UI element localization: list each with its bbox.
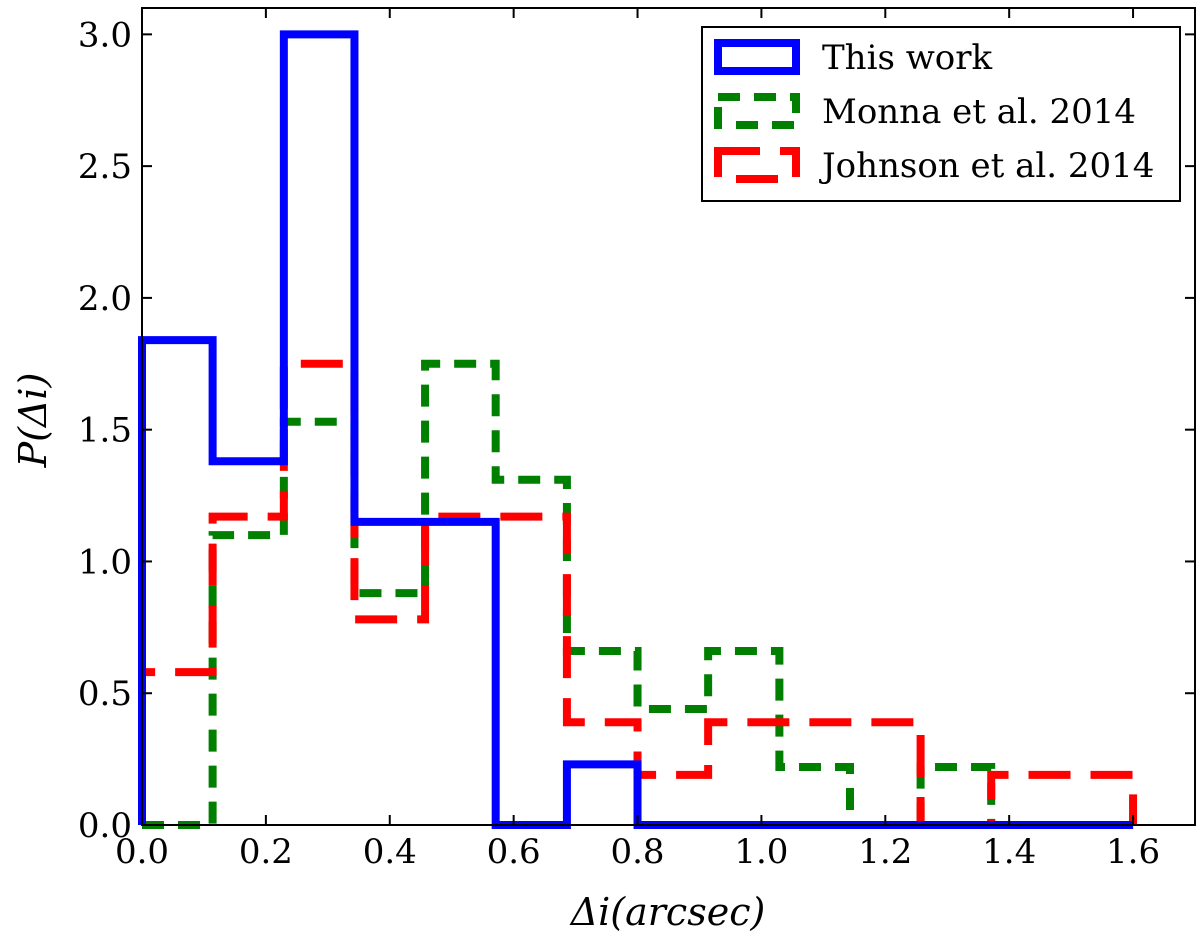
y-axis-label: P(Δi): [11, 373, 55, 469]
legend-label: Monna et al. 2014: [822, 92, 1136, 132]
x-tick-label: 0.2: [239, 832, 293, 872]
legend-label: Johnson et al. 2014: [819, 146, 1154, 186]
legend: This work Monna et al. 2014 Johnson et al.…: [701, 26, 1181, 202]
x-tick-label: 0.4: [363, 832, 417, 872]
legend-entries: This work Monna et al. 2014 Johnson et al.…: [714, 38, 1154, 186]
legend-swatch: [714, 93, 800, 129]
x-tick-label: 1.6: [1106, 832, 1160, 872]
y-tick-label: 0.5: [78, 674, 132, 714]
legend-swatch: [714, 147, 800, 183]
series-monna-et-al-2014: [142, 359, 1134, 829]
y-tick-label: 1.0: [78, 542, 132, 582]
plot-frame: [141, 7, 1196, 826]
x-tick-label: 1.4: [982, 832, 1036, 872]
y-tick-label: 1.5: [78, 411, 132, 451]
x-tick-label: 1.0: [734, 832, 788, 872]
x-tick-label: 0.6: [487, 832, 541, 872]
x-tick-label: 0.0: [115, 832, 169, 872]
ticks-layer: [141, 8, 1195, 826]
tick-labels-layer: 0.0 0.2 0.4 0.6 0.8 1.0 1.2 1.4 1.6 0.0 0.5 1.0 1.5 2…: [78, 15, 1160, 872]
legend-label: This work: [822, 38, 993, 78]
legend-box: [701, 26, 1181, 202]
y-tick-label: 2.5: [78, 147, 132, 187]
x-axis-label: Δi(arcsec): [569, 890, 766, 934]
x-tick-label: 0.8: [610, 832, 664, 872]
x-tick-label: 1.2: [858, 832, 912, 872]
y-tick-label: 3.0: [78, 15, 132, 55]
y-tick-label: 2.0: [78, 279, 132, 319]
series-johnson-et-al-2014: [138, 359, 1138, 829]
y-tick-label: 0.0: [78, 806, 132, 846]
legend-swatch: [714, 39, 800, 75]
